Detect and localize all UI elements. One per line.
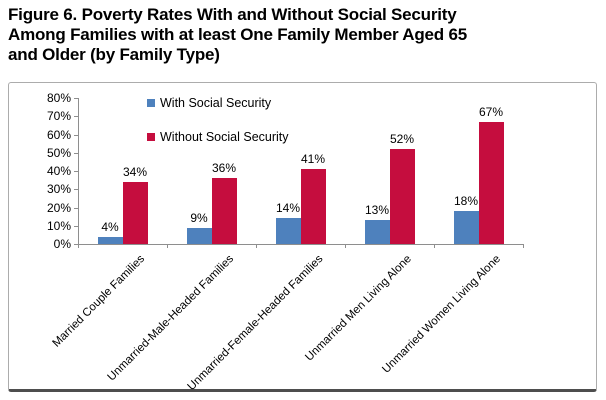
y-axis-tick xyxy=(74,225,78,227)
bar-value-label: 13% xyxy=(364,203,390,218)
y-axis-tick xyxy=(74,244,78,245)
bar-value-label: 67% xyxy=(478,104,504,119)
figure-title-line-2: Among Families with at least One Family … xyxy=(8,25,468,44)
figure-title-line-3: and Older (by Family Type) xyxy=(8,45,220,64)
bar-with-social-security xyxy=(97,236,123,244)
y-axis-tick xyxy=(74,134,78,136)
bar-value-label: 41% xyxy=(300,152,326,167)
bar-value-label: 52% xyxy=(389,132,415,147)
y-axis-tick xyxy=(74,207,78,209)
y-axis-tick-label: 40% xyxy=(46,164,71,178)
chart-legend: With Social Security Without Social Secu… xyxy=(147,96,289,164)
y-axis-tick-label: 80% xyxy=(46,91,71,105)
category-label: Married Couple Families xyxy=(50,253,147,350)
x-axis-line xyxy=(78,244,524,245)
bar-value-label: 34% xyxy=(122,164,148,179)
bar-value-label: 18% xyxy=(453,194,479,209)
bar-value-label: 4% xyxy=(101,219,119,234)
bar-value-label: 36% xyxy=(211,161,237,176)
legend-item-without-social-security: Without Social Security xyxy=(147,130,289,144)
bar-without-social-security xyxy=(478,121,504,244)
legend-label-without-social-security: Without Social Security xyxy=(160,130,289,144)
x-axis-tick xyxy=(523,244,524,248)
y-axis-line xyxy=(78,98,79,245)
x-axis-tick xyxy=(256,244,257,248)
bar-with-social-security xyxy=(186,227,212,244)
y-axis-tick-label: 50% xyxy=(46,145,71,160)
category-label: Unmarried Men Living Alone xyxy=(303,253,414,364)
x-axis-tick xyxy=(434,244,435,248)
figure-title-line-1: Figure 6. Poverty Rates With and Without… xyxy=(8,5,457,24)
bar-with-social-security xyxy=(453,211,479,244)
y-axis-tick-label: 20% xyxy=(46,200,71,215)
bar-without-social-security xyxy=(211,178,237,244)
legend-label-with-social-security: With Social Security xyxy=(160,96,272,110)
y-axis-tick-label: 70% xyxy=(46,109,71,124)
bar-with-social-security xyxy=(364,220,390,244)
y-axis-tick xyxy=(74,152,78,154)
y-axis-tick xyxy=(74,98,78,99)
y-axis-tick-label: 60% xyxy=(46,127,71,142)
bar-without-social-security xyxy=(389,149,415,244)
bar-with-social-security xyxy=(275,218,301,244)
legend-swatch-without-social-security xyxy=(147,133,155,141)
bar-without-social-security xyxy=(300,169,326,244)
x-axis-tick xyxy=(167,244,168,248)
legend-item-with-social-security: With Social Security xyxy=(147,96,289,110)
legend-swatch-with-social-security xyxy=(147,99,155,107)
y-axis-tick xyxy=(74,116,78,118)
y-axis-tick-label: 10% xyxy=(46,218,71,233)
y-axis-tick xyxy=(74,189,78,191)
figure-title: Figure 6. Poverty Rates With and Without… xyxy=(8,5,602,65)
y-axis-tick xyxy=(74,171,78,172)
x-axis-tick xyxy=(78,244,79,248)
chart-frame: With Social Security Without Social Secu… xyxy=(8,82,597,393)
bar-without-social-security xyxy=(122,181,148,244)
y-axis-tick-label: 30% xyxy=(46,182,71,197)
y-axis-tick-label: 0% xyxy=(53,237,71,251)
bar-value-label: 9% xyxy=(190,210,208,225)
x-axis-tick xyxy=(345,244,346,248)
bar-value-label: 14% xyxy=(275,201,301,216)
